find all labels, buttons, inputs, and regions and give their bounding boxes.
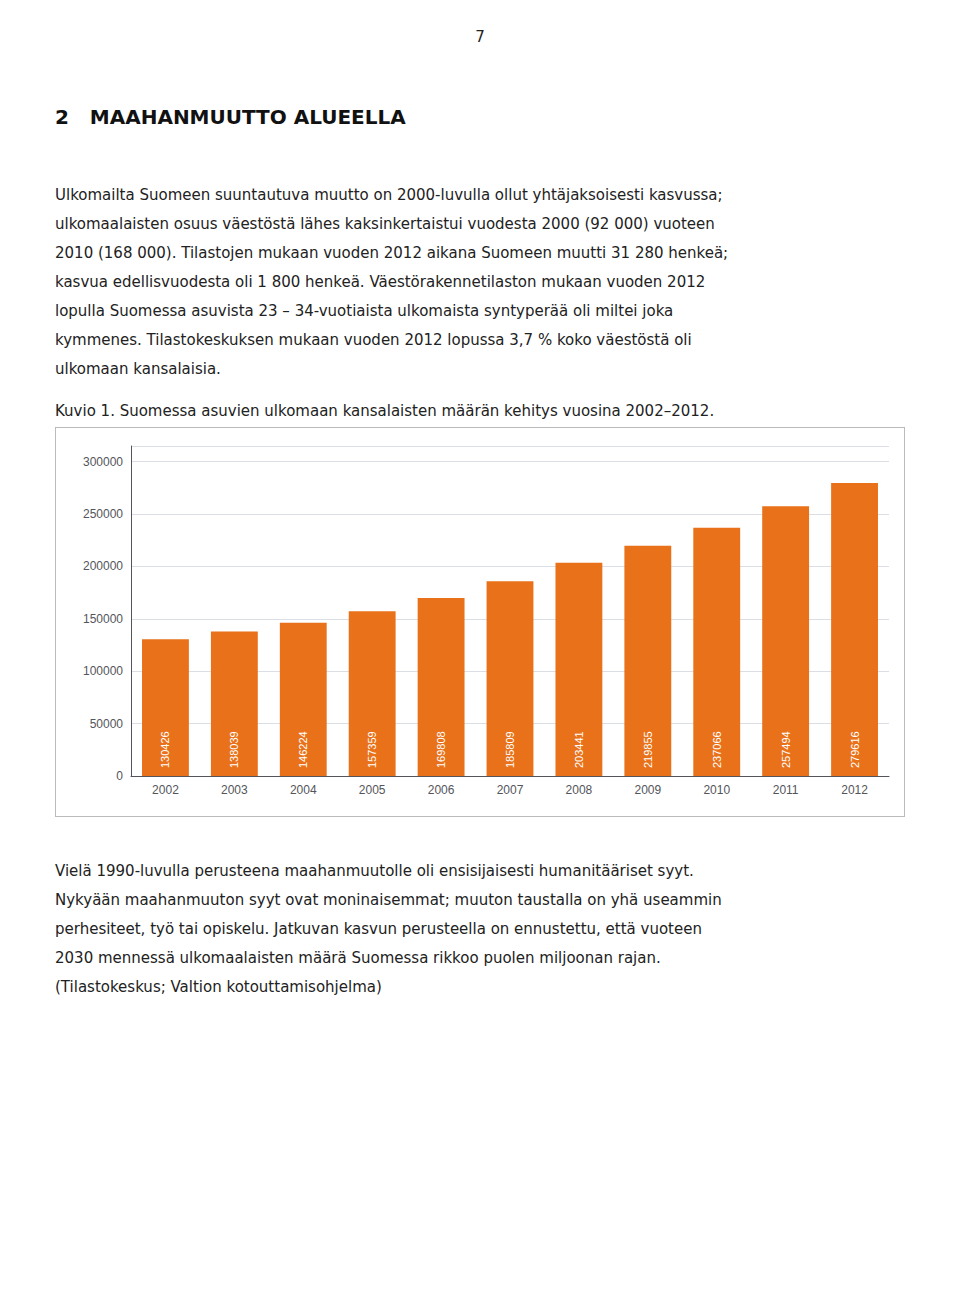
svg-text:50000: 50000 <box>90 717 124 731</box>
svg-text:203441: 203441 <box>573 731 585 768</box>
svg-text:2011: 2011 <box>773 783 799 797</box>
svg-text:2012: 2012 <box>841 783 868 797</box>
svg-text:138039: 138039 <box>228 731 240 768</box>
svg-text:200000: 200000 <box>83 559 123 573</box>
svg-text:100000: 100000 <box>83 664 123 678</box>
svg-text:185809: 185809 <box>504 731 516 768</box>
svg-text:146224: 146224 <box>297 731 309 768</box>
svg-text:2002: 2002 <box>152 783 179 797</box>
html-text:Vielä 1990-luvulla perusteena: Vielä 1990-luvulla perusteena maahanmuut… <box>55 862 694 880</box>
svg-text:2007: 2007 <box>497 783 524 797</box>
html-text:perhesiteet, työ tai opiskelu.: perhesiteet, työ tai opiskelu. Jatkuvan … <box>55 920 702 938</box>
html-text:2030 mennessä ulkomaalaisten m: 2030 mennessä ulkomaalaisten määrä Suome… <box>55 949 661 967</box>
svg-text:157359: 157359 <box>366 731 378 768</box>
html-text:Kuvio 1. Suomessa asuvien ulko: Kuvio 1. Suomessa asuvien ulkomaan kansa… <box>55 402 715 420</box>
html-text:7: 7 <box>475 28 485 46</box>
html-text:(Tilastokeskus; Valtion kotout: (Tilastokeskus; Valtion kotouttamisohjel… <box>55 978 382 996</box>
svg-text:169808: 169808 <box>435 731 447 768</box>
html-text:kasvua edellisvuodesta oli 1 8: kasvua edellisvuodesta oli 1 800 henkeä.… <box>55 273 706 291</box>
html-text:Nykyään maahanmuuton syyt ovat: Nykyään maahanmuuton syyt ovat moninaise… <box>55 891 722 909</box>
svg-text:237066: 237066 <box>711 731 723 768</box>
html-text:2 MAAHANMUUTTO ALUEELLA: 2 MAAHANMUUTTO ALUEELLA <box>55 105 406 129</box>
html-text:ulkomaan kansalaisia.: ulkomaan kansalaisia. <box>55 360 221 378</box>
svg-text:2008: 2008 <box>566 783 593 797</box>
svg-text:300000: 300000 <box>83 455 123 469</box>
html-text:2010 (168 000). Tilastojen muk: 2010 (168 000). Tilastojen mukaan vuoden… <box>55 244 729 262</box>
svg-text:2005: 2005 <box>359 783 386 797</box>
html-text:Ulkomailta Suomeen suuntautuva: Ulkomailta Suomeen suuntautuva muutto on… <box>55 186 723 204</box>
svg-text:2006: 2006 <box>428 783 455 797</box>
svg-text:2004: 2004 <box>290 783 317 797</box>
html-text:ulkomaalaisten osuus väestöstä: ulkomaalaisten osuus väestöstä lähes kak… <box>55 215 715 233</box>
svg-text:279616: 279616 <box>849 731 861 768</box>
svg-text:2003: 2003 <box>221 783 248 797</box>
svg-text:219855: 219855 <box>642 731 654 768</box>
svg-text:250000: 250000 <box>83 507 123 521</box>
svg-text:130426: 130426 <box>159 731 171 768</box>
svg-text:0: 0 <box>116 769 123 783</box>
html-text:lopulla Suomessa asuvista 23 –: lopulla Suomessa asuvista 23 – 34-vuotia… <box>55 302 674 320</box>
html-text:kymmenes. Tilastokeskuksen muk: kymmenes. Tilastokeskuksen mukaan vuoden… <box>55 331 692 349</box>
svg-text:2010: 2010 <box>703 783 730 797</box>
svg-text:150000: 150000 <box>83 612 123 626</box>
svg-text:2009: 2009 <box>634 783 661 797</box>
svg-text:257494: 257494 <box>780 731 792 768</box>
